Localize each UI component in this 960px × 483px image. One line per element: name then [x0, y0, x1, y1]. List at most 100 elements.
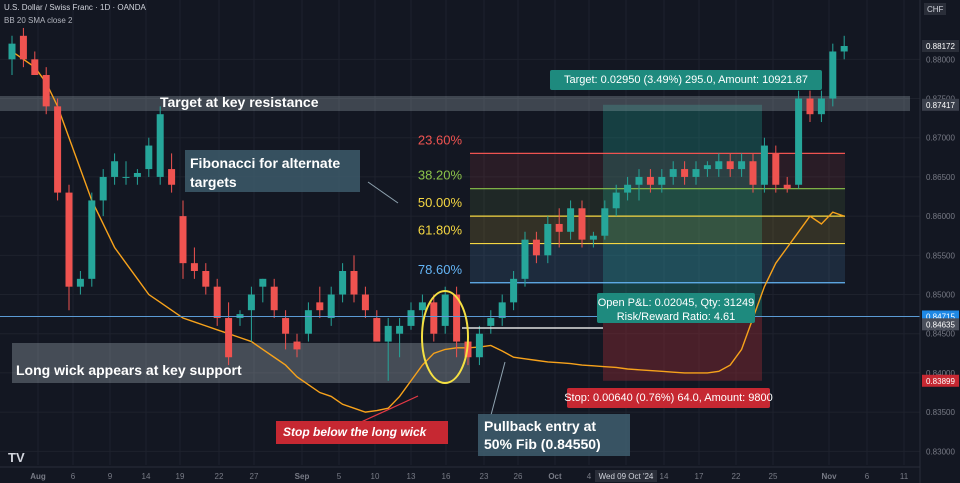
candle-body — [133, 173, 141, 177]
time-tick: 16 — [442, 472, 451, 481]
candle-body — [122, 176, 130, 178]
pullback-callout-bg — [478, 414, 630, 456]
candle-body — [407, 310, 415, 326]
candle-body — [384, 325, 392, 342]
current-price-tag: 0.88172 — [926, 42, 955, 51]
candle-body — [304, 310, 312, 334]
entry-alt-price-tag-bg — [922, 318, 959, 331]
price-tick: 0.84500 — [926, 330, 955, 339]
resistance-band — [0, 96, 910, 111]
tradingview-logo[interactable]: TV — [8, 450, 25, 465]
time-tick: 23 — [480, 472, 489, 481]
annotation-pullback-line2: 50% Fib (0.84550) — [484, 436, 601, 452]
price-tick: 0.83500 — [926, 408, 955, 417]
target-price-tag: 0.87417 — [926, 101, 955, 110]
fibonacci-retracement: 23.60% 38.20% 50.00% 61.80% 78.60% — [418, 132, 845, 284]
candle-body — [715, 161, 723, 170]
fib-zone — [470, 243, 845, 283]
annotation-pullback-line1: Pullback entry at — [484, 418, 597, 434]
candle-body — [726, 161, 734, 170]
candle-body — [635, 176, 643, 185]
candle-body — [646, 176, 654, 185]
price-axis-bg — [920, 0, 960, 483]
candle-body — [418, 302, 426, 311]
stop-price-tag: 0.83899 — [926, 377, 955, 386]
price-tick: 0.88000 — [926, 55, 955, 64]
current-price-tag-bg — [922, 39, 959, 52]
fib-pointer-line — [367, 181, 399, 204]
candle-body — [327, 294, 335, 319]
time-tick: 17 — [695, 472, 704, 481]
candle-body — [521, 239, 529, 279]
candle-body — [168, 169, 176, 185]
candle-body — [270, 286, 278, 311]
price-tick: 0.86500 — [926, 173, 955, 182]
candle-body — [54, 106, 62, 193]
currency-tag-bg — [924, 3, 946, 15]
candle-body — [532, 239, 540, 256]
fib-callout-bg — [185, 150, 360, 192]
candle-body — [179, 216, 187, 264]
currency-label: CHF — [927, 5, 944, 14]
time-tick: Sep — [295, 472, 310, 481]
pnl-label-bg — [597, 293, 755, 323]
candle-body — [373, 318, 381, 342]
candle-body — [111, 161, 119, 177]
candle-body — [350, 271, 358, 295]
price-tick: 0.85500 — [926, 251, 955, 260]
overlays: Target: 0.02950 (3.49%) 295.0, Amount: 1… — [0, 70, 920, 456]
stop-price-tag-bg — [922, 374, 959, 387]
candle-body — [681, 169, 689, 177]
candle-body — [772, 153, 780, 185]
candle-body — [840, 45, 848, 52]
candle-body — [247, 294, 255, 311]
candle-body — [202, 271, 210, 287]
time-tick: 10 — [371, 472, 380, 481]
time-axis: Aug6914192227Sep51013162326Oct4714172225… — [0, 466, 920, 482]
fib-level-label: 61.80% — [418, 223, 463, 238]
time-tick: 9 — [108, 472, 113, 481]
candle-body — [601, 208, 609, 236]
candle-body — [156, 114, 164, 177]
time-tick: 6 — [71, 472, 76, 481]
candle-body — [282, 318, 290, 334]
candle-body — [225, 318, 233, 358]
candle-body — [8, 43, 16, 60]
fib-level-label: 78.60% — [418, 262, 463, 277]
price-tick: 0.83000 — [926, 447, 955, 456]
entry-price-tag: 0.84715 — [926, 312, 955, 321]
entry-alt-price-tag: 0.84635 — [926, 320, 955, 329]
fib-zone — [470, 153, 845, 189]
annotation-stop-below: Stop below the long wick — [283, 425, 427, 439]
candle-body — [213, 286, 221, 319]
candle-body — [795, 98, 803, 185]
candle-body — [487, 318, 495, 326]
candle-body — [19, 35, 27, 60]
target-label-text: Target: 0.02950 (3.49%) 295.0, Amount: 1… — [564, 74, 808, 86]
indicator-legend[interactable]: BB 20 SMA close 2 — [4, 16, 73, 25]
highlight-circle — [421, 290, 469, 384]
candle-body — [190, 263, 198, 271]
price-tick: 0.85000 — [926, 291, 955, 300]
price-tick: 0.87000 — [926, 134, 955, 143]
pnl-label-text: Open P&L: 0.02045, Qty: 31249 — [598, 297, 755, 309]
candle-body — [396, 325, 404, 334]
candle-body — [544, 223, 552, 256]
date-tag-bg — [595, 470, 657, 482]
time-tick: 11 — [900, 472, 909, 481]
time-tick: 27 — [250, 472, 259, 481]
time-tick: 6 — [865, 472, 870, 481]
fib-level-label: 50.00% — [418, 195, 463, 210]
candle-body — [612, 192, 620, 209]
candle-body — [749, 161, 757, 185]
candle-body — [692, 169, 700, 177]
candle-body — [498, 302, 506, 319]
bollinger-basis — [11, 50, 845, 413]
candle-body — [88, 200, 96, 279]
stop-callout-bg — [276, 421, 448, 444]
target-zone — [603, 104, 762, 317]
time-tick: Nov — [821, 472, 837, 481]
target-label-bg — [550, 70, 822, 90]
candle-body — [703, 165, 711, 170]
